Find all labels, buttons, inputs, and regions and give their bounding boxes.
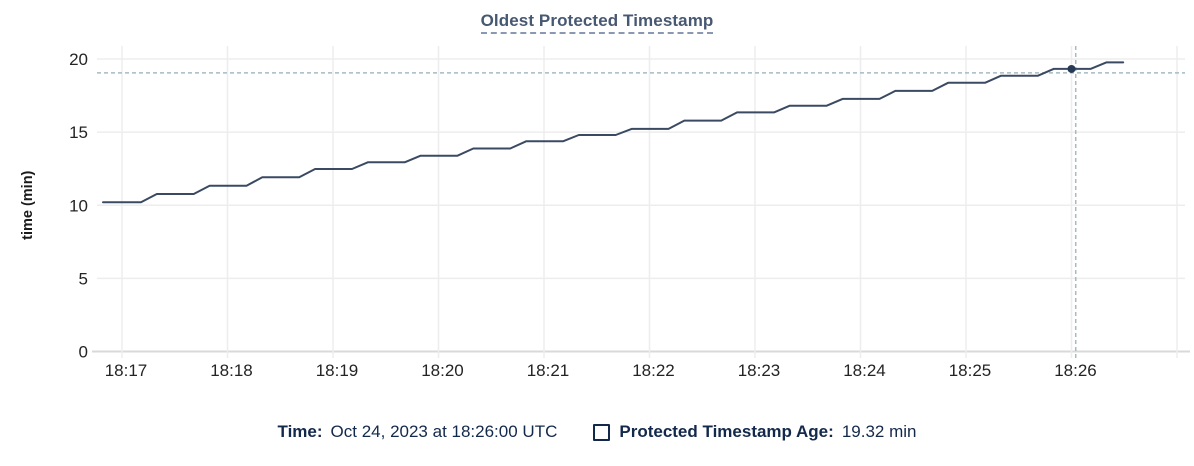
x-tick-label: 18:18 [210,361,253,380]
x-tick-label: 18:17 [105,361,148,380]
series-toggle-checkbox[interactable] [593,423,611,441]
x-tick-label: 18:24 [843,361,886,380]
y-tick-label: 0 [79,343,88,362]
legend-time-item: Time: Oct 24, 2023 at 18:26:00 UTC [278,422,558,442]
x-tick-label: 18:21 [527,361,570,380]
legend-series-label: Protected Timestamp Age: [619,422,834,441]
x-tick-label: 18:19 [316,361,359,380]
legend-series-value: 19.32 min [841,422,917,441]
y-tick-label: 10 [69,196,88,215]
y-axis-title: time (min) [20,170,36,239]
chart-panel: Oldest Protected Timestamp 0 5 10 15 20 18:17… [0,0,1194,442]
h-gridlines [92,58,1190,353]
v-gridlines [121,46,1178,358]
chart-header: Oldest Protected Timestamp [0,0,1194,40]
x-tick-label: 18:26 [1054,361,1097,380]
hover-point-dot [1067,64,1076,73]
x-tick-labels: 18:17 18:18 18:19 18:20 18:21 18:22 18:23 18:24… [105,361,1097,380]
x-tick-label: 18:23 [738,361,781,380]
x-tick-label: 18:20 [421,361,464,380]
y-tick-label: 15 [69,123,88,142]
y-tick-label: 20 [69,50,88,69]
y-tick-labels: 0 5 10 15 20 [69,50,88,362]
chart-title[interactable]: Oldest Protected Timestamp [480,11,714,34]
legend-series-item: Protected Timestamp Age: 19.32 min [593,422,916,442]
series-line-protected-timestamp-age [102,61,1125,204]
x-tick-label: 18:22 [632,361,675,380]
x-tick-label: 18:25 [949,361,992,380]
chart-legend: Time: Oct 24, 2023 at 18:26:00 UTC Prote… [0,422,1194,442]
legend-time-label: Time: [277,422,323,441]
legend-time-value: Oct 24, 2023 at 18:26:00 UTC [330,422,558,441]
y-tick-label: 5 [79,269,88,288]
